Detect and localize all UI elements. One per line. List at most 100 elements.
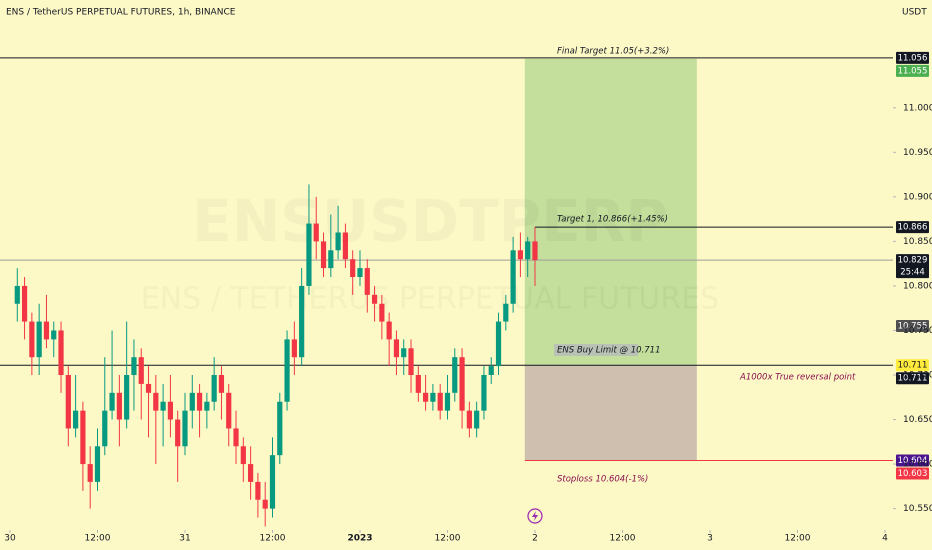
y-tick-label: 10.850	[903, 237, 932, 247]
y-tick-label: 10.650	[903, 415, 932, 425]
candle-body	[452, 357, 458, 393]
target-zone	[524, 58, 697, 366]
candle-body	[153, 392, 159, 411]
annotation: Final Target 11.05(+3.2%)	[557, 47, 669, 57]
y-tick-label: 10.700	[903, 371, 932, 381]
candle-body	[51, 330, 57, 340]
stop-zone	[524, 365, 697, 461]
price-tag-label: 11.056	[898, 53, 928, 63]
candle-body	[277, 401, 283, 456]
annotation: ENS Buy Limit @ 10.711	[557, 346, 661, 356]
candle-body	[262, 499, 268, 509]
annotation: Target 1, 10.866(+1.45%)	[557, 215, 668, 225]
candle-body	[306, 223, 312, 286]
x-tick-label: 12:00	[610, 534, 636, 544]
candle-body	[175, 419, 181, 447]
candle-body	[43, 321, 50, 340]
candle-body	[364, 268, 370, 295]
candle-body	[350, 259, 356, 278]
candle-body	[269, 455, 276, 509]
candle-body	[218, 375, 225, 393]
under-layer	[0, 57, 893, 462]
price-tag-label: 11.055	[898, 66, 928, 76]
price-tag-countdown: 25:44	[900, 268, 925, 278]
y-tick-label: 10.800	[903, 281, 932, 291]
candle-body	[182, 410, 188, 447]
candle-body	[21, 285, 28, 322]
y-tick-label: 10.550	[903, 504, 932, 514]
candle-body	[196, 392, 203, 411]
candle-body	[408, 348, 414, 376]
candle-body	[160, 401, 166, 411]
candle-body	[189, 392, 195, 411]
price-tag	[896, 372, 929, 385]
price-tag-label: 10.711	[898, 361, 928, 371]
annotation: Stoploss 10.604(-1%)	[557, 475, 648, 485]
candle-body	[335, 232, 341, 251]
annotation-background	[554, 344, 638, 356]
candle-body	[474, 410, 480, 429]
candle-body	[532, 241, 538, 261]
x-tick-label: 3	[707, 534, 713, 544]
currency-label: USDT	[902, 8, 927, 18]
candle-body	[102, 410, 108, 447]
candle-body	[510, 250, 516, 304]
candle-body	[138, 357, 144, 384]
y-tick-label: 10.750	[903, 326, 932, 336]
candle-body	[58, 330, 64, 376]
candle-body	[401, 348, 407, 358]
candle-body	[116, 392, 122, 420]
candle-body	[233, 428, 239, 447]
price-tags: 11.056 11.055 10.866 10.829 25:44 10.755 10.71…	[896, 51, 929, 480]
candle-body	[255, 481, 261, 500]
candle-body	[444, 392, 451, 411]
candle-body	[423, 392, 429, 402]
candle-body	[29, 321, 35, 358]
x-tick-label: 12:00	[260, 534, 286, 544]
x-tick-label: 2	[532, 534, 538, 544]
candle-body	[525, 241, 531, 260]
candle-body	[313, 223, 319, 242]
chart-title: ENS / TetherUS PERPETUAL FUTURES, 1h, BI…	[6, 8, 236, 18]
candle-body	[109, 392, 115, 411]
price-tag	[896, 454, 929, 467]
y-tick-label: 10.900	[903, 192, 932, 202]
price-tag-label: 10.866	[898, 223, 928, 233]
x-tick-label: 4	[882, 534, 888, 544]
candle-body	[328, 250, 334, 269]
candle-body	[284, 339, 290, 402]
candle-body	[357, 268, 363, 278]
candle-body	[320, 241, 327, 269]
annotation: A1000x True reversal point	[739, 373, 856, 383]
price-tag	[896, 64, 929, 77]
candle-body	[386, 321, 392, 340]
events-icon[interactable]	[527, 508, 543, 524]
candle-body	[204, 401, 210, 411]
candle-body	[459, 357, 465, 411]
candle-body	[87, 464, 93, 482]
candle-body	[503, 303, 509, 322]
candle-body	[371, 294, 378, 304]
price-tag	[896, 221, 929, 234]
price-tag-label: 10.603	[898, 469, 928, 479]
y-tick-label: 11.000	[903, 103, 932, 113]
price-tag-label: 10.829	[898, 256, 928, 266]
y-tick-label: 10.600	[903, 460, 932, 470]
candle-body	[379, 303, 385, 322]
candle-body	[226, 392, 232, 429]
price-tag	[896, 320, 929, 333]
candle-body	[73, 410, 79, 429]
candle-body	[393, 339, 400, 358]
candle-body	[124, 375, 130, 420]
candle-body	[131, 357, 137, 376]
x-tick-label: 2023	[347, 534, 372, 544]
x-tick-label: 12:00	[85, 534, 111, 544]
price-tag	[896, 359, 929, 372]
price-tag-label: 10.755	[898, 322, 928, 332]
candle-body	[488, 366, 494, 376]
y-tick-label: 10.950	[903, 148, 932, 158]
candle-body	[240, 446, 246, 465]
candle-body	[437, 392, 443, 411]
